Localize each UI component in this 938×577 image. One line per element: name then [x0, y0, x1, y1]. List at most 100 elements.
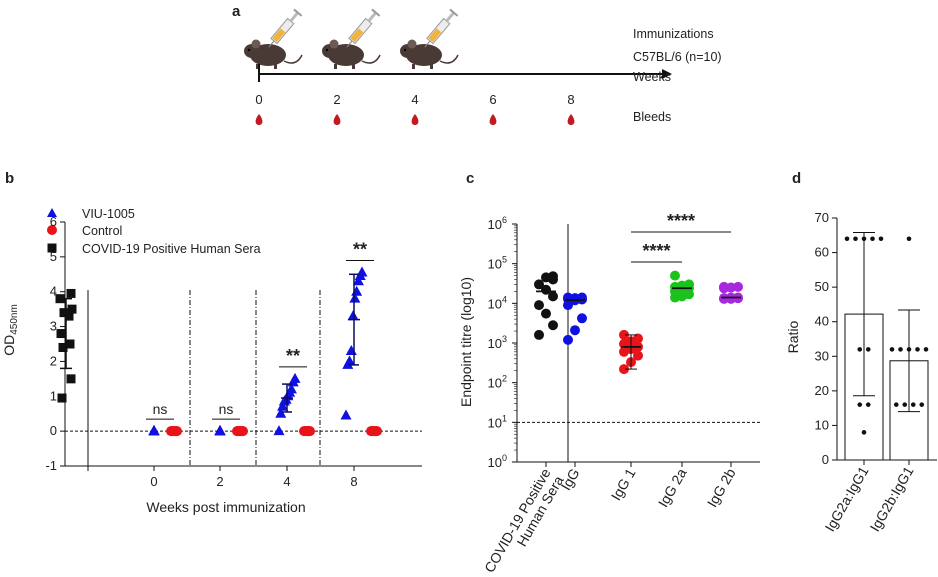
b-human-sera-point	[59, 308, 69, 318]
b-human-sera-point	[56, 329, 66, 339]
c-y-tick-base: 10	[488, 257, 502, 272]
syringe-thumb	[293, 8, 303, 17]
week-tick-label-4: 4	[411, 92, 418, 107]
mouse-ear	[251, 39, 261, 49]
b-human-sera-point	[65, 339, 75, 349]
panel-label-a: a	[232, 3, 241, 20]
legend-bleeds: Bleeds	[633, 110, 671, 124]
b-y-tick-label: 6	[50, 214, 57, 229]
mouse-foot	[412, 64, 415, 69]
b-viu-point	[275, 407, 287, 418]
d-y-tick-label: 20	[815, 383, 829, 398]
d-y-tick-label: 30	[815, 348, 829, 363]
c-point	[548, 320, 558, 331]
syringe-icon	[424, 8, 459, 48]
b-significance-label: **	[286, 346, 300, 366]
b-x-tick-label: 2	[216, 474, 223, 489]
b-control-point	[238, 426, 248, 437]
d-point	[915, 347, 920, 352]
b-y-tick-label: -1	[45, 458, 57, 473]
mouse-ear	[329, 39, 339, 49]
d-point	[910, 402, 916, 407]
mouse-icon	[322, 8, 381, 69]
d-point	[870, 236, 875, 242]
d-point	[865, 402, 871, 407]
c-y-tick-label: 105	[488, 255, 507, 272]
week-tick-label-8: 8	[567, 92, 574, 107]
mouse-icon	[244, 8, 303, 69]
c-y-tick-base: 10	[488, 376, 502, 391]
b-viu-point	[356, 266, 368, 277]
c-comparison-label: ****	[667, 211, 695, 231]
mouse-icon	[400, 8, 459, 69]
d-point	[906, 236, 912, 242]
mice-group	[244, 8, 459, 69]
c-y-tick-exp: 6	[502, 215, 507, 225]
b-viu-point	[277, 400, 289, 411]
b-human-sera-point	[66, 288, 76, 298]
bleed-drops	[255, 114, 575, 125]
c-point	[577, 313, 587, 324]
syringe-needle	[268, 40, 275, 48]
mouse-eye	[325, 48, 329, 52]
legend-weeks: Weeks	[633, 70, 671, 84]
c-y-tick-exp: 2	[502, 374, 507, 384]
mouse-foot	[274, 64, 277, 69]
syringe-icon	[346, 8, 381, 48]
syringe-fluid	[350, 28, 364, 43]
b-viu-point	[349, 292, 361, 303]
panel-c-titre-chart: c Endpoint titre (log10) 100101102103104…	[458, 170, 760, 575]
panel-d-ratio-chart: d Ratio 0 10 20 30 40 50 60 70 IgG2a:IgG1IgG2b:I…	[785, 170, 937, 534]
b-viu-point	[340, 409, 352, 420]
week-tick-label-2: 2	[333, 92, 340, 107]
d-point	[865, 347, 871, 352]
c-y-tick-label: 103	[488, 334, 507, 351]
d-point	[861, 430, 867, 435]
syringe-fluid	[272, 28, 286, 43]
b-y-tick-label: 4	[50, 284, 57, 299]
syringe-needle	[346, 40, 353, 48]
b-viu-point	[344, 355, 356, 366]
c-y-tick-base: 10	[488, 296, 502, 311]
d-y-tick-label: 70	[815, 210, 829, 225]
c-point	[570, 325, 580, 336]
b-legend-square	[47, 243, 57, 253]
b-legend-label: COVID-19 Positive Human Sera	[82, 242, 261, 256]
b-control-point	[372, 426, 382, 437]
d-y-tick-label: 10	[815, 417, 829, 432]
b-viu-point	[352, 275, 364, 286]
c-y-tick-label: 100	[488, 453, 507, 470]
blood-drop-icon	[567, 114, 575, 125]
b-human-sera-point	[67, 304, 77, 314]
syringe-fluid	[428, 28, 442, 43]
c-point	[534, 279, 544, 290]
c-x-tick-label-line: IgG 2b	[704, 465, 739, 510]
mouse-tail	[361, 54, 381, 64]
d-point	[889, 347, 895, 352]
panel-label-c: c	[466, 170, 474, 187]
c-y-tick-label: 106	[488, 215, 507, 232]
legend-immunizations: Immunizations	[633, 27, 714, 41]
b-human-sera-point	[66, 374, 76, 384]
mouse-foot	[256, 64, 259, 69]
b-y-tick-label: 1	[50, 388, 57, 403]
c-x-tick-label-line: IgG 1	[608, 465, 639, 503]
b-human-sera-point	[64, 311, 74, 321]
b-viu-point	[273, 425, 285, 436]
c-y-tick-label: 101	[488, 413, 507, 430]
c-point	[534, 300, 544, 311]
blood-drop-icon	[489, 114, 497, 125]
c-y-tick-exp: 5	[502, 255, 507, 265]
blood-drop-icon	[411, 114, 419, 125]
b-viu-point	[214, 425, 226, 436]
d-y-tick-label: 60	[815, 245, 829, 260]
d-point	[923, 347, 929, 352]
c-x-tick-label: IgG 1	[608, 465, 639, 503]
d-y-tick-label: 50	[815, 279, 829, 294]
b-x-tick-label: 8	[350, 474, 357, 489]
d-point	[893, 402, 899, 407]
c-x-tick-label: IgG 2a	[655, 465, 690, 510]
b-y-tick-label: 2	[50, 353, 57, 368]
c-y-axis-label: Endpoint titre (log10)	[458, 277, 474, 407]
